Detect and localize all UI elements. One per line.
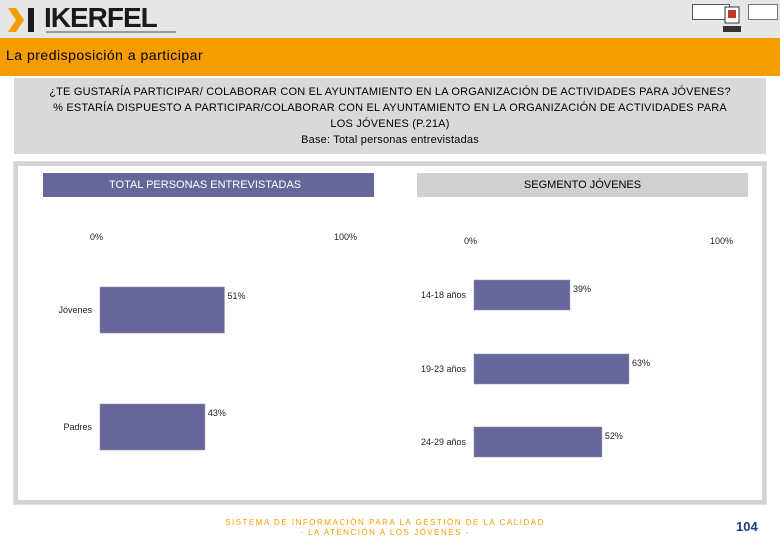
data-label: 63% [632,358,650,368]
data-label: 52% [605,431,623,441]
page-title: La predisposición a participar [6,47,204,63]
data-label: 39% [573,284,591,294]
bar [99,403,206,451]
left-chart-title: TOTAL PERSONAS ENTREVISTADAS [109,179,302,191]
logo-text: IKERFEL [44,2,158,33]
bar [473,353,630,385]
category-label: 24-29 años [421,437,467,447]
data-label: 43% [208,408,226,418]
question-line-1: ¿TE GUSTARÍA PARTICIPAR/ COLABORAR CON E… [49,86,731,98]
question-line-2: % ESTARÍA DISPUESTO A PARTICIPAR/COLABOR… [53,102,727,130]
axis-min-label: 0% [90,232,103,242]
footer-line-2: - LA ATENCIÓN A LOS JÓVENES - [300,528,470,537]
ikerfel-logo-icon [8,8,34,32]
title-bar: La predisposición a participar [0,38,780,76]
right-chart-title: SEGMENTO JÓVENES [523,179,642,191]
axis-min-label: 0% [464,236,477,246]
logo-tagline-line [46,31,176,33]
municipality-badge-icon [748,4,778,20]
axis-max-label: 100% [710,236,733,246]
category-label: Padres [63,422,92,432]
bar [473,279,571,311]
question-panel: ¿TE GUSTARÍA PARTICIPAR/ COLABORAR CON E… [14,78,766,154]
category-label: Jóvenes [58,305,92,315]
footer: SISTEMA DE INFORMACIÓN PARA LA GESTIÓN D… [0,518,780,538]
coat-of-arms-icon [723,6,741,32]
category-label: 19-23 años [421,364,467,374]
footer-line-1: SISTEMA DE INFORMACIÓN PARA LA GESTIÓN D… [225,518,545,527]
category-label: 14-18 años [421,290,467,300]
header-bar: IKERFEL [0,0,780,38]
bar [99,286,225,334]
bar [473,426,603,458]
axis-max-label: 100% [334,232,357,242]
question-base: Base: Total personas entrevistadas [301,134,479,146]
right-chart-header: SEGMENTO JÓVENES [417,173,748,197]
question-text: ¿TE GUSTARÍA PARTICIPAR/ COLABORAR CON E… [14,84,766,148]
page-number: 104 [736,519,758,534]
data-label: 51% [227,291,245,301]
left-chart-header: TOTAL PERSONAS ENTREVISTADAS [43,173,374,197]
